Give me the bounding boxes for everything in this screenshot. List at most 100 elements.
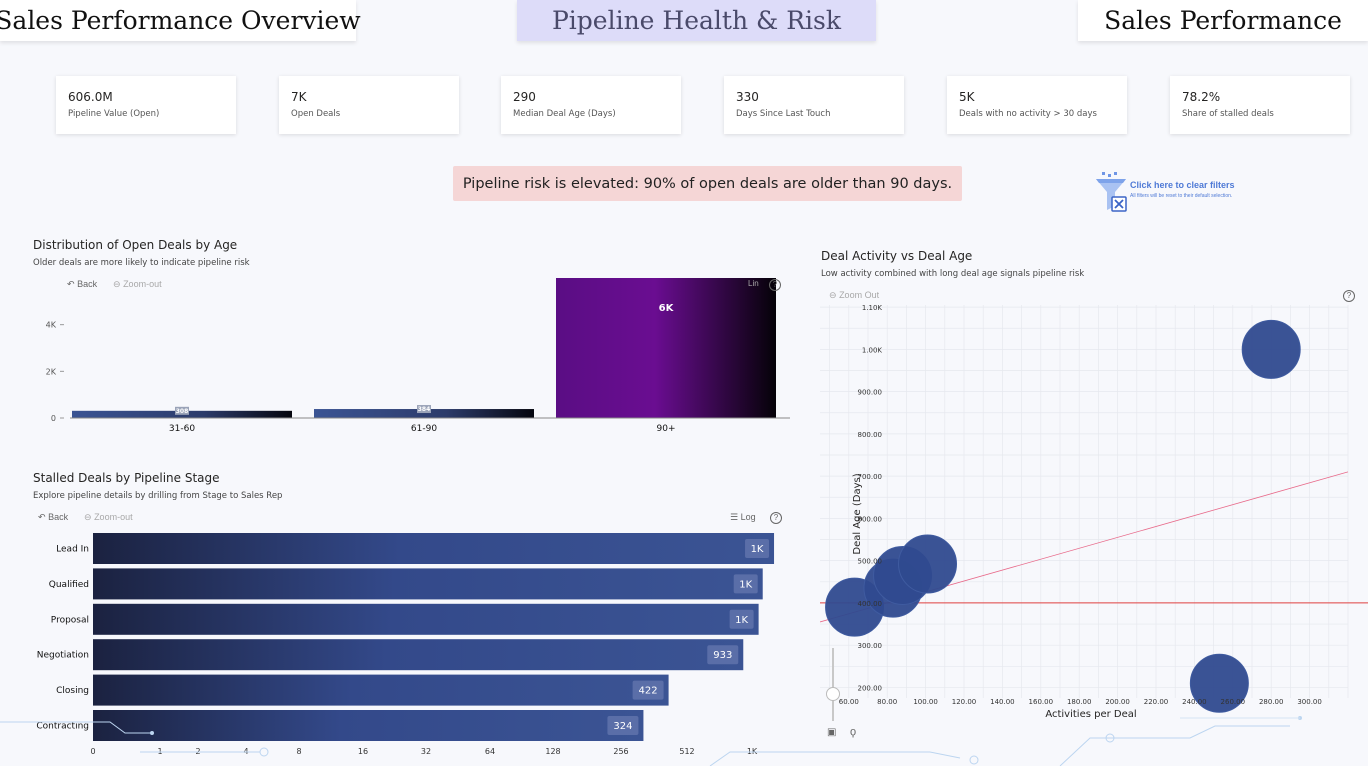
kpi-card-median-deal-age: 290 Median Deal Age (Days): [501, 76, 681, 134]
x-tick-label: 31-60: [169, 424, 195, 434]
scatter-zoom-out-button[interactable]: ⊖ Zoom Out: [829, 290, 879, 301]
y-tick-label: 1.00K: [862, 346, 883, 354]
nav-tab-sales-performance[interactable]: Sales Performance: [1078, 0, 1368, 41]
y-tick-label: 700.00: [858, 473, 883, 481]
x-tick-label: 280.00: [1259, 698, 1284, 706]
kpi-card-stalled-share: 78.2% Share of stalled deals: [1170, 76, 1350, 134]
zoom-out-label: Zoom-out: [123, 279, 162, 289]
stalled-help-icon[interactable]: ?: [770, 512, 782, 524]
scatter-help-icon[interactable]: ?: [1343, 290, 1355, 302]
lasso-icon[interactable]: ϙ: [850, 726, 857, 738]
bar-proposal[interactable]: [93, 603, 759, 635]
y-tick-label: Negotiation: [37, 651, 89, 661]
bar-contracting[interactable]: [93, 710, 644, 741]
y-tick-label: 200.00: [858, 684, 883, 692]
clear-filters-button[interactable]: Click here to clear filters All filters …: [1093, 172, 1253, 214]
x-axis-label: Activities per Deal: [1045, 709, 1136, 720]
bar-data-label: 933: [713, 650, 732, 661]
y-tick-label: 500.00: [858, 558, 883, 566]
y-tick-label: 800.00: [858, 431, 883, 439]
bar-lead-in[interactable]: [93, 533, 775, 564]
y-tick-label: Qualified: [49, 580, 89, 590]
y-tick-label: 2K: [46, 367, 57, 376]
stalled-chart-title: Stalled Deals by Pipeline Stage: [33, 471, 220, 485]
age-help-icon[interactable]: ?: [769, 279, 781, 291]
back-label: Back: [77, 279, 98, 289]
x-tick-label: 160.00: [1029, 698, 1054, 706]
bar-data-label: 384: [418, 406, 431, 413]
kpi-card-open-deals: 7K Open Deals: [279, 76, 459, 134]
zoom-out-label: Zoom Out: [839, 290, 880, 300]
back-arrow-icon: ↶: [67, 279, 75, 289]
nav-tab-sales-overview[interactable]: Sales Performance Overview: [0, 0, 361, 41]
scatter-point[interactable]: [898, 534, 958, 594]
data-label-bg: [632, 680, 664, 700]
kpi-card-no-activity: 5K Deals with no activity > 30 days: [947, 76, 1127, 134]
kpi-value: 5K: [959, 90, 975, 104]
age-zoom-out-button[interactable]: ⊖ Zoom-out: [113, 279, 162, 290]
x-tick-label: 1: [157, 747, 162, 756]
stalled-scale-toggle[interactable]: ☰ Log: [730, 512, 756, 523]
zoom-slider[interactable]: [826, 648, 840, 723]
x-tick-label: 61-90: [411, 424, 437, 434]
bar-closing[interactable]: [93, 674, 669, 706]
data-label-bg: [607, 716, 639, 735]
data-label-bg: [729, 609, 754, 629]
bar-61-90[interactable]: [314, 409, 534, 418]
bar-data-label: 308: [176, 408, 189, 415]
zoom-out-icon: ⊖: [829, 290, 837, 300]
x-tick-label: 16: [358, 747, 368, 756]
x-tick-label: 100.00: [913, 698, 938, 706]
x-tick-label: 8: [296, 747, 301, 756]
slider-track: [832, 648, 834, 721]
age-chart: 308 31-60 384 61-90 6K 90+ 0 2K 4K: [46, 278, 790, 434]
zoom-out-icon: ⊖: [113, 279, 121, 289]
alert-text: Pipeline risk is elevated: 90% of open d…: [462, 175, 953, 192]
camera-icon[interactable]: ▣: [827, 727, 837, 738]
kpi-value: 606.0M: [68, 90, 113, 104]
kpi-value: 7K: [291, 90, 307, 104]
data-label-bg: [707, 645, 739, 665]
slider-thumb[interactable]: [826, 687, 840, 701]
data-label-bg: [175, 406, 189, 415]
kpi-card-pipeline-value: 606.0M Pipeline Value (Open): [56, 76, 236, 134]
x-tick-label: 90+: [657, 424, 676, 434]
x-tick-label: 32: [421, 747, 431, 756]
nav-tab-pipeline-health[interactable]: Pipeline Health & Risk: [517, 0, 876, 41]
kpi-label: Deals with no activity > 30 days: [959, 109, 1097, 119]
x-tick-label: 260.00: [1221, 698, 1246, 706]
x-tick-label: 4: [243, 747, 248, 756]
bar-qualified[interactable]: [93, 568, 763, 600]
scatter-chart-title: Deal Activity vs Deal Age: [821, 249, 973, 263]
y-axis-label: Deal Age (Days): [852, 473, 863, 554]
kpi-value: 78.2%: [1182, 90, 1221, 104]
kpi-label: Share of stalled deals: [1182, 109, 1274, 119]
stalled-back-button[interactable]: ↶ Back: [38, 512, 68, 523]
age-back-button[interactable]: ↶ Back: [67, 279, 97, 290]
bar-data-label: 1K: [739, 579, 752, 590]
kpi-label: Pipeline Value (Open): [68, 109, 160, 119]
bar-negotiation[interactable]: [93, 639, 744, 671]
zoom-out-icon: ⊖: [84, 512, 92, 522]
x-tick-label: 0: [90, 747, 95, 756]
y-tick-label: 900.00: [858, 389, 883, 397]
data-label-bg: [745, 539, 770, 558]
y-tick-label: Closing: [56, 686, 89, 696]
bar-data-label: 422: [639, 686, 658, 697]
clear-filters-label: Click here to clear filters: [1130, 180, 1235, 190]
kpi-label: Days Since Last Touch: [736, 109, 831, 119]
stalled-chart-subtitle: Explore pipeline details by drilling fro…: [33, 491, 283, 501]
data-label-bg: [733, 574, 758, 594]
back-label: Back: [48, 512, 69, 522]
bar-90+[interactable]: [556, 278, 776, 418]
scatter-point[interactable]: [1241, 319, 1301, 379]
x-tick-label: 1K: [747, 747, 758, 756]
kpi-value: 330: [736, 90, 759, 104]
filter-clear-icon: [1096, 172, 1127, 212]
bar-data-label: 1K: [751, 544, 764, 555]
scatter-point[interactable]: [1189, 653, 1249, 713]
stalled-zoom-out-button[interactable]: ⊖ Zoom-out: [84, 512, 133, 523]
y-tick-label: 4K: [46, 321, 57, 330]
y-tick-label: 600.00: [858, 515, 883, 523]
x-tick-label: 120.00: [952, 698, 977, 706]
